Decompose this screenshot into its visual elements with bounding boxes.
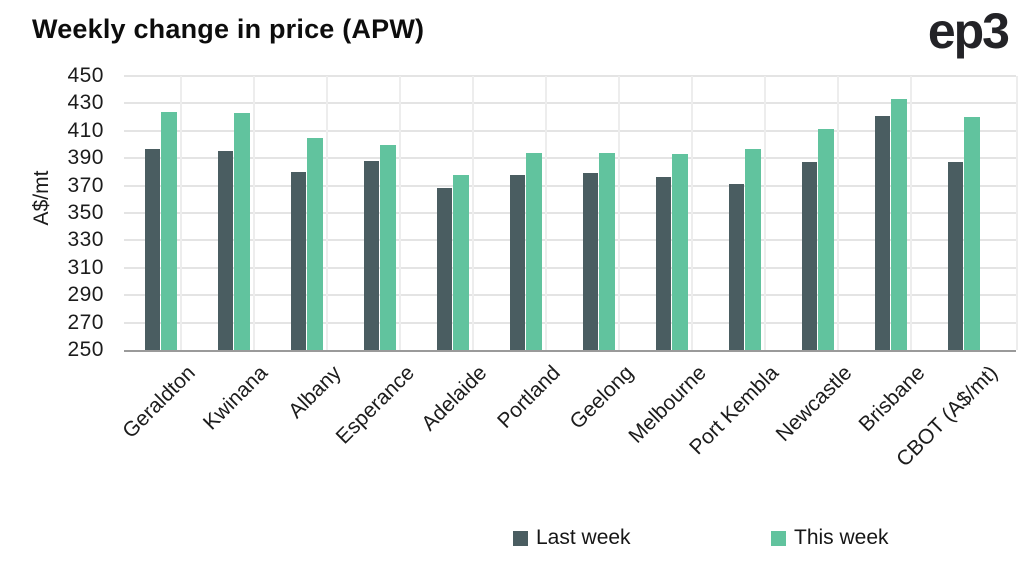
chart-title: Weekly change in price (APW): [32, 14, 425, 44]
bar-this-week-geelong: [599, 153, 615, 350]
y-tick-label-290: 290: [67, 283, 104, 306]
x-tick-label-albany: Albany: [283, 361, 346, 423]
bar-this-week-albany: [307, 138, 323, 350]
bar-this-week-port-kembla: [745, 149, 761, 350]
x-tick-label-brisbane: Brisbane: [854, 361, 930, 437]
category-separator: [253, 76, 255, 350]
y-tick-label-310: 310: [67, 256, 104, 279]
y-tick-label-410: 410: [67, 119, 104, 142]
bar-last-week-esperance: [364, 161, 379, 350]
bar-last-week-port-kembla: [729, 184, 744, 350]
gridline-330: [124, 239, 1016, 241]
bar-last-week-kwinana: [218, 151, 233, 350]
bar-last-week-geelong: [583, 173, 598, 350]
bar-last-week-adelaide: [437, 188, 452, 350]
gridline-390: [124, 157, 1016, 159]
bar-this-week-kwinana: [234, 113, 250, 350]
gridline-350: [124, 212, 1016, 214]
bar-this-week-geraldton: [161, 112, 177, 350]
gridline-290: [124, 294, 1016, 296]
legend-item-this-week: This week: [771, 526, 889, 550]
x-tick-label-adelaide: Adelaide: [417, 361, 492, 436]
gridline-370: [124, 185, 1016, 187]
category-separator: [472, 76, 474, 350]
bar-last-week-portland: [510, 175, 525, 350]
ep3-logo: ep3: [927, 3, 1010, 59]
category-separator: [545, 76, 547, 350]
bar-this-week-cbot-a-mt: [964, 117, 980, 350]
bar-last-week-brisbane: [875, 116, 890, 350]
bar-last-week-geraldton: [145, 149, 160, 350]
gridline-270: [124, 322, 1016, 324]
legend-label-this-week: This week: [794, 526, 889, 549]
category-separator: [691, 76, 693, 350]
x-tick-label-kwinana: Kwinana: [199, 361, 273, 435]
category-separator: [618, 76, 620, 350]
category-separator: [910, 76, 912, 350]
bar-this-week-melbourne: [672, 154, 688, 350]
bar-this-week-esperance: [380, 145, 396, 350]
y-tick-label-370: 370: [67, 174, 104, 197]
plot-right-border: [1016, 76, 1018, 350]
category-separator: [764, 76, 766, 350]
legend-label-last-week: Last week: [536, 526, 631, 549]
bar-last-week-cbot-a-mt: [948, 162, 963, 350]
x-tick-label-newcastle: Newcastle: [771, 361, 857, 447]
y-tick-label-450: 450: [67, 64, 104, 87]
x-tick-label-esperance: Esperance: [331, 361, 419, 449]
x-axis-line: [124, 350, 1016, 352]
bar-last-week-melbourne: [656, 177, 671, 350]
category-separator: [180, 76, 182, 350]
bar-this-week-portland: [526, 153, 542, 350]
legend-item-last-week: Last week: [513, 526, 631, 550]
bar-last-week-newcastle: [802, 162, 817, 350]
category-separator: [399, 76, 401, 350]
legend-swatch-this-week: [771, 530, 786, 546]
bar-last-week-albany: [291, 172, 306, 350]
bar-this-week-adelaide: [453, 175, 469, 350]
y-tick-label-250: 250: [67, 338, 104, 361]
x-tick-label-geelong: Geelong: [565, 361, 638, 434]
bar-this-week-brisbane: [891, 99, 907, 350]
legend-swatch-last-week: [513, 530, 528, 546]
gridline-310: [124, 267, 1016, 269]
y-tick-label-390: 390: [67, 146, 104, 169]
gridline-430: [124, 102, 1016, 104]
bar-this-week-newcastle: [818, 129, 834, 350]
gridline-450: [124, 75, 1016, 77]
category-separator: [837, 76, 839, 350]
y-tick-label-350: 350: [67, 201, 104, 224]
x-tick-label-portland: Portland: [492, 361, 565, 433]
gridline-410: [124, 130, 1016, 132]
y-tick-label-270: 270: [67, 311, 104, 334]
x-tick-label-geraldton: Geraldton: [118, 361, 200, 443]
y-tick-label-430: 430: [67, 91, 104, 114]
y-tick-label-330: 330: [67, 228, 104, 251]
category-separator: [326, 76, 328, 350]
legend: Last week This week: [0, 522, 1024, 556]
